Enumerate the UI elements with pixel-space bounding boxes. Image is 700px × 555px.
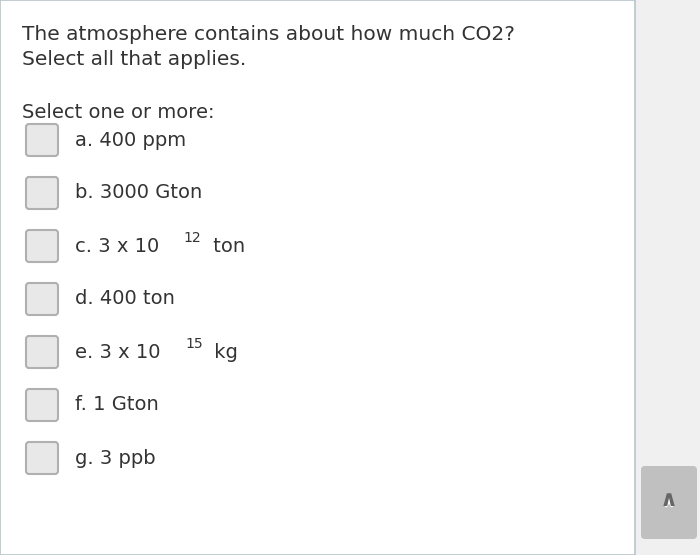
Text: g. 3 ppb: g. 3 ppb [75, 448, 155, 467]
FancyBboxPatch shape [641, 466, 697, 539]
Text: 15: 15 [186, 337, 203, 351]
Text: ∧: ∧ [660, 491, 678, 511]
FancyBboxPatch shape [26, 177, 58, 209]
Text: c. 3 x 10: c. 3 x 10 [75, 236, 160, 255]
Text: kg: kg [208, 342, 238, 361]
FancyBboxPatch shape [0, 0, 635, 555]
Text: d. 400 ton: d. 400 ton [75, 290, 175, 309]
Text: e. 3 x 10: e. 3 x 10 [75, 342, 160, 361]
FancyBboxPatch shape [26, 336, 58, 368]
FancyBboxPatch shape [26, 389, 58, 421]
FancyBboxPatch shape [26, 283, 58, 315]
Text: Select one or more:: Select one or more: [22, 103, 214, 122]
FancyBboxPatch shape [26, 442, 58, 474]
FancyBboxPatch shape [26, 124, 58, 156]
Text: 12: 12 [183, 231, 202, 245]
Text: f. 1 Gton: f. 1 Gton [75, 396, 159, 415]
Text: ton: ton [206, 236, 245, 255]
Text: b. 3000 Gton: b. 3000 Gton [75, 184, 202, 203]
FancyBboxPatch shape [26, 230, 58, 262]
Text: a. 400 ppm: a. 400 ppm [75, 130, 186, 149]
Text: Select all that applies.: Select all that applies. [22, 50, 246, 69]
Text: The atmosphere contains about how much CO2?: The atmosphere contains about how much C… [22, 25, 515, 44]
